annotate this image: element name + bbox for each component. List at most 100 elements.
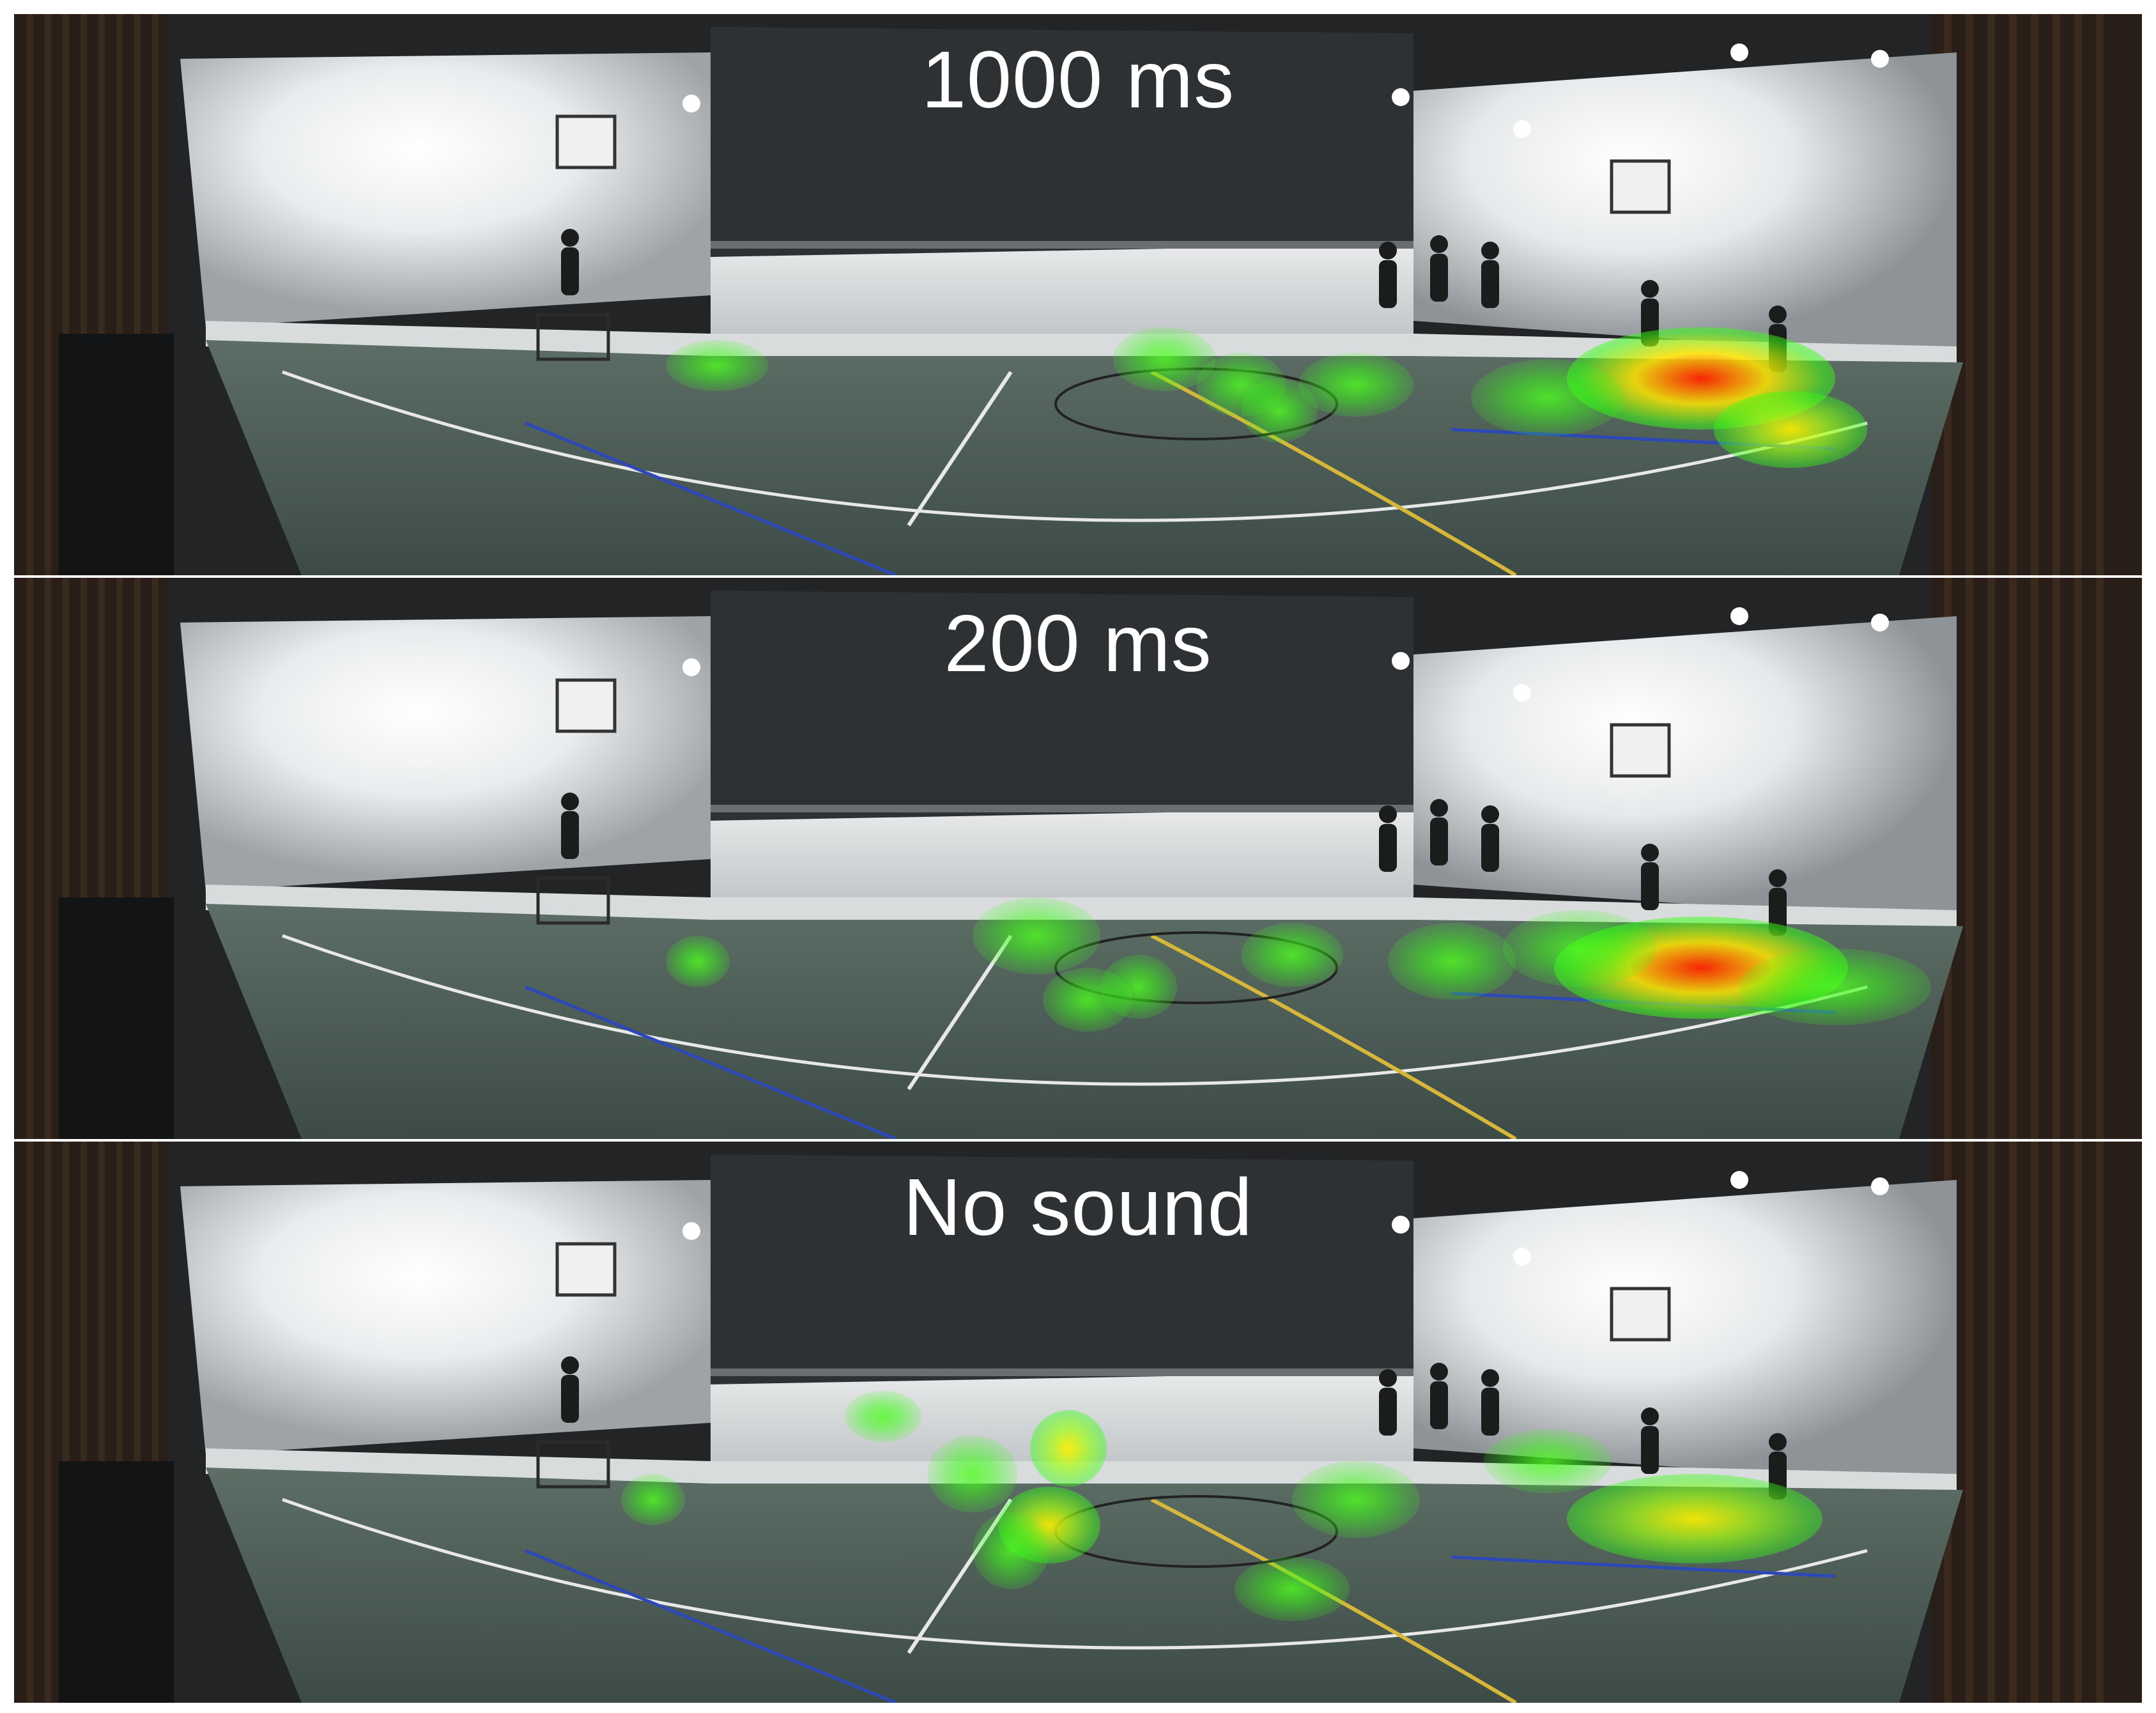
ceiling-light <box>1871 614 1889 632</box>
court-line-white <box>282 934 1868 1086</box>
ceiling-light <box>1513 684 1531 702</box>
curtain-fold <box>2096 14 2104 575</box>
curtain-fold <box>2052 1142 2060 1703</box>
ceiling-light <box>1392 652 1410 670</box>
wall-right <box>1413 52 1957 359</box>
balcony-rail <box>711 805 1413 812</box>
curtain-fold <box>116 1142 123 1703</box>
panel-200ms: 200 ms <box>14 578 2142 1139</box>
curtain-fold <box>27 14 33 575</box>
player-body <box>1430 254 1448 302</box>
curtain-fold <box>1987 578 1995 1139</box>
curtain-fold <box>63 14 69 575</box>
balcony-wall <box>711 244 1413 359</box>
player-body <box>1641 298 1659 346</box>
curtain-fold <box>98 578 105 1139</box>
player-body <box>1379 824 1397 872</box>
player-head <box>1769 1433 1787 1451</box>
backboard-left <box>555 114 617 169</box>
curtain-fold <box>2031 14 2038 575</box>
curtain-fold <box>116 578 123 1139</box>
curtain-fold <box>81 578 87 1139</box>
curtain-fold <box>1987 1142 1995 1703</box>
backboard-right <box>1610 723 1671 778</box>
player-head <box>1379 1369 1397 1387</box>
curtain-fold <box>2074 14 2082 575</box>
curtain-fold <box>2074 1142 2082 1703</box>
panel-label: 200 ms <box>944 598 1212 688</box>
backboard-right <box>1610 159 1671 214</box>
wall-center <box>711 591 1413 846</box>
wall-center <box>711 1154 1413 1410</box>
curtain-fold <box>98 14 105 575</box>
balcony-wall <box>711 808 1413 923</box>
curtain-fold <box>45 1142 51 1703</box>
player-head <box>1769 306 1787 323</box>
spectator <box>59 897 174 1139</box>
player-head <box>561 229 579 247</box>
player-head <box>1481 1369 1499 1387</box>
player-body <box>1769 1452 1787 1500</box>
spectator <box>59 1461 174 1703</box>
panel-no-sound: No sound <box>14 1142 2142 1703</box>
player-head <box>1430 235 1448 253</box>
wall-right <box>1413 616 1957 923</box>
player-body <box>561 811 579 859</box>
ceiling-light <box>1513 1248 1531 1266</box>
player-body <box>1769 888 1787 936</box>
court-floor <box>206 1468 1963 1703</box>
panel-label: No sound <box>903 1162 1253 1252</box>
backboard-left <box>555 1242 617 1297</box>
player-head <box>561 1356 579 1374</box>
curtain-fold <box>2009 578 2017 1139</box>
curtain-fold <box>2052 14 2060 575</box>
curtain-fold <box>134 578 141 1139</box>
player-head <box>1430 1363 1448 1381</box>
court-line-white <box>907 371 1013 527</box>
player-body <box>1641 862 1659 910</box>
player-head <box>1641 1407 1659 1425</box>
ceiling-light <box>1871 1177 1889 1195</box>
balcony-rail <box>711 1368 1413 1376</box>
court-floor <box>206 340 1963 575</box>
curtain-fold <box>2031 1142 2038 1703</box>
goal-left <box>536 1440 610 1489</box>
player-body <box>1379 1388 1397 1436</box>
court-line-blue <box>525 1549 897 1703</box>
gym-scene <box>14 14 2142 575</box>
player-head <box>1379 242 1397 260</box>
ceiling-light <box>1730 1171 1748 1189</box>
curtain-fold <box>1966 578 1973 1139</box>
backboard-left <box>555 678 617 733</box>
curtain-fold <box>134 14 141 575</box>
ceiling-light <box>682 1222 700 1240</box>
player-body <box>1481 824 1499 872</box>
court-line-blue <box>1451 1555 1836 1578</box>
player-head <box>1430 799 1448 817</box>
ceiling-light <box>1513 120 1531 138</box>
curtain-fold <box>2096 578 2104 1139</box>
curtain-fold <box>152 578 158 1139</box>
balcony-rail <box>711 241 1413 249</box>
ceiling-light <box>1871 50 1889 68</box>
player-head <box>1641 844 1659 862</box>
curtain-fold <box>2009 14 2017 575</box>
player-head <box>1481 242 1499 260</box>
ceiling-light <box>682 95 700 112</box>
curtain-fold <box>63 578 69 1139</box>
ceiling-light <box>1730 607 1748 625</box>
court-line-blue <box>525 985 897 1139</box>
curtain-fold <box>63 1142 69 1703</box>
curtain-fold <box>45 578 51 1139</box>
player-head <box>1379 805 1397 823</box>
curtain-fold <box>1966 1142 1973 1703</box>
curtain-fold <box>116 14 123 575</box>
goal-left <box>536 313 610 361</box>
player-body <box>561 1375 579 1423</box>
court-floor <box>206 904 1963 1139</box>
curtain-fold <box>81 14 87 575</box>
curtain-fold <box>2052 578 2060 1139</box>
curtain-fold <box>1966 14 1973 575</box>
curtain-fold <box>81 1142 87 1703</box>
curtain-fold <box>152 1142 158 1703</box>
